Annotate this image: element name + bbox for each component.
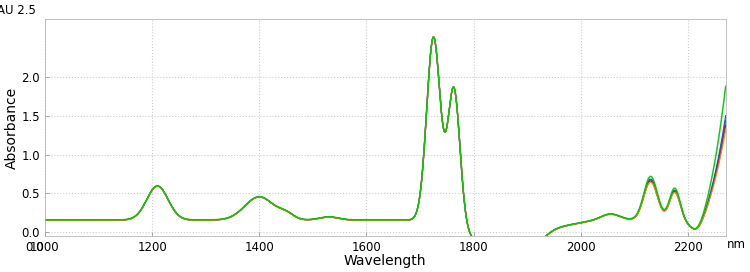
X-axis label: Wavelength: Wavelength — [344, 254, 427, 268]
Text: nm: nm — [727, 238, 746, 251]
Text: AU 2.5: AU 2.5 — [0, 4, 36, 17]
Y-axis label: Absorbance: Absorbance — [4, 86, 19, 169]
Text: 0.0: 0.0 — [25, 241, 44, 254]
